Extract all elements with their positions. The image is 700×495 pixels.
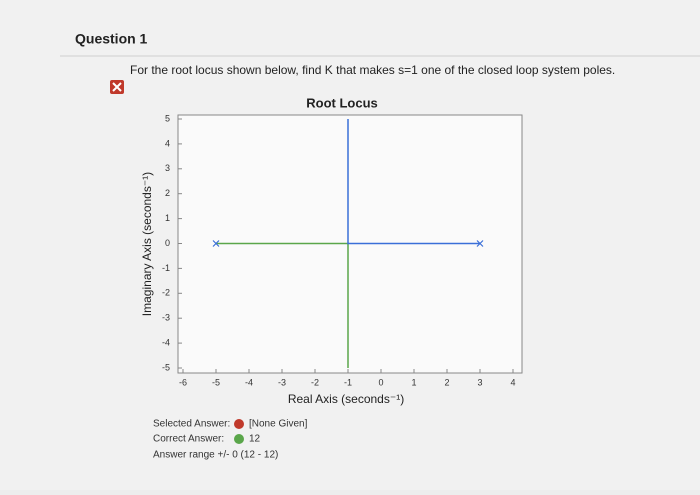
y-tick-label: 2	[165, 188, 170, 198]
y-axis-label: Imaginary Axis (seconds⁻¹)	[140, 172, 154, 316]
x-tick-label: -5	[212, 377, 220, 387]
y-tick-label: 0	[165, 238, 170, 248]
correct-label: Correct Answer:	[153, 434, 224, 445]
y-tick-label: 5	[165, 113, 170, 123]
wrong-icon-x	[112, 82, 122, 92]
y-tick-label: 3	[165, 163, 170, 173]
x-tick-label: 0	[378, 377, 383, 387]
x-tick-label: -4	[245, 377, 253, 387]
x-tick-label: 4	[510, 377, 515, 387]
y-tick-label: 1	[165, 213, 170, 223]
correct-value: 12	[249, 434, 261, 445]
selected-value: [None Given]	[249, 419, 308, 430]
chart-title: Root Locus	[306, 95, 378, 110]
correct-icon	[234, 434, 244, 444]
question-prompt: For the root locus shown below, find K t…	[130, 63, 615, 77]
selected-icon	[234, 419, 244, 429]
y-tick-label: -3	[162, 313, 170, 323]
x-tick-label: 3	[477, 377, 482, 387]
x-axis-label: Real Axis (seconds⁻¹)	[288, 392, 404, 406]
x-tick-label: 1	[411, 377, 416, 387]
x-tick-label: 2	[444, 377, 449, 387]
pole-marker	[212, 240, 220, 247]
x-tick-label: -3	[278, 377, 286, 387]
selected-label: Selected Answer:	[153, 419, 230, 430]
y-tick-label: 4	[165, 138, 170, 148]
y-tick-label: -4	[162, 337, 170, 347]
pole-marker	[476, 240, 484, 247]
x-tick-label: -6	[179, 377, 187, 387]
answer-range: Answer range +/- 0 (12 - 12)	[153, 450, 278, 461]
x-tick-label: -2	[311, 377, 319, 387]
question-title: Question 1	[75, 31, 148, 47]
y-tick-label: -2	[162, 288, 170, 298]
y-tick-label: -5	[162, 362, 170, 372]
x-tick-label: -1	[344, 377, 352, 387]
y-tick-label: -1	[162, 263, 170, 273]
locus-branch	[347, 119, 480, 245]
